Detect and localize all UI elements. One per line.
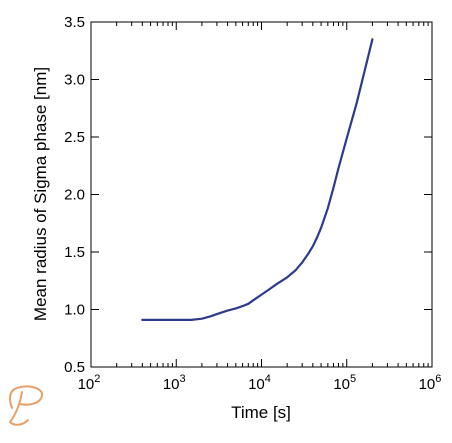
y-axis-title: Mean radius of Sigma phase [nm] bbox=[31, 67, 50, 321]
x-tick-label: 105 bbox=[333, 373, 356, 393]
plot-area bbox=[90, 21, 433, 368]
x-axis: 102 103 104 105 106 bbox=[78, 22, 442, 393]
series-line bbox=[141, 38, 374, 321]
x-tick-label: 103 bbox=[163, 373, 186, 393]
y-tick-label: 3.0 bbox=[64, 72, 85, 89]
y-tick-label: 0.5 bbox=[64, 359, 85, 376]
y-axis: 0.5 1.0 1.5 2.0 2.5 3.0 3.5 bbox=[64, 14, 432, 376]
y-tick-label: 1.5 bbox=[64, 244, 85, 261]
x-axis-title: Time [s] bbox=[231, 403, 291, 422]
x-tick-label: 106 bbox=[419, 373, 442, 393]
thermo-calc-logo-icon bbox=[8, 385, 44, 426]
y-tick-label: 2.5 bbox=[64, 129, 85, 146]
y-tick-label: 2.0 bbox=[64, 187, 85, 204]
x-tick-label: 102 bbox=[78, 373, 101, 393]
y-tick-label: 1.0 bbox=[64, 302, 85, 319]
x-tick-label: 104 bbox=[248, 373, 271, 393]
y-tick-label: 3.5 bbox=[64, 14, 85, 31]
